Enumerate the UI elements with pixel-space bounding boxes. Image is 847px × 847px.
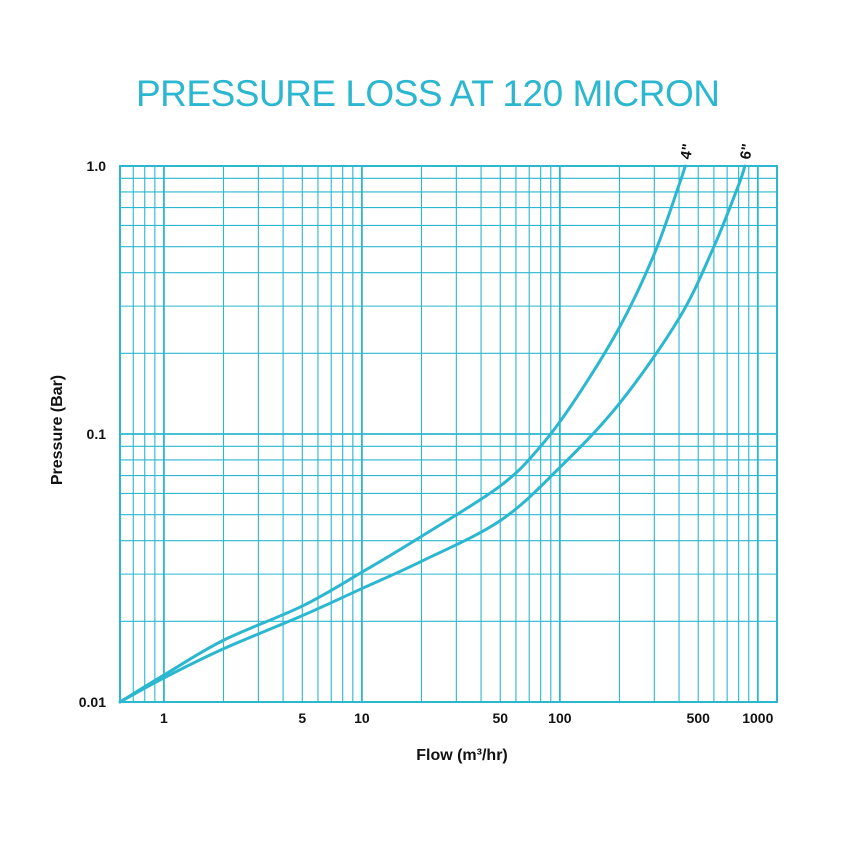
x-tick-label: 1 xyxy=(160,710,168,726)
x-tick-label: 100 xyxy=(548,710,572,726)
series-label-1: 4" xyxy=(677,143,696,161)
x-tick-label: 1000 xyxy=(742,710,773,726)
grid xyxy=(119,165,778,703)
series-label-2: 6" xyxy=(737,143,756,161)
tick-labels: 1 5 10 50 100 500 1000 0.01 0.1 1.0 xyxy=(79,158,774,726)
x-axis-label: Flow (m³/hr) xyxy=(416,747,508,764)
series-lines xyxy=(118,164,747,704)
x-tick-label: 50 xyxy=(492,710,508,726)
y-tick-label: 1.0 xyxy=(87,158,107,174)
x-tick-label: 10 xyxy=(354,710,370,726)
chart-title: PRESSURE LOSS AT 120 MICRON xyxy=(136,73,720,114)
series-line-2 xyxy=(118,164,747,704)
y-axis-label: Pressure (Bar) xyxy=(49,375,66,485)
y-tick-label: 0.1 xyxy=(87,426,107,442)
y-tick-label: 0.01 xyxy=(79,694,106,710)
x-tick-label: 5 xyxy=(298,710,306,726)
series-labels: 4" 6" xyxy=(677,143,756,161)
x-tick-label: 500 xyxy=(687,710,711,726)
series-line-1 xyxy=(118,164,687,704)
